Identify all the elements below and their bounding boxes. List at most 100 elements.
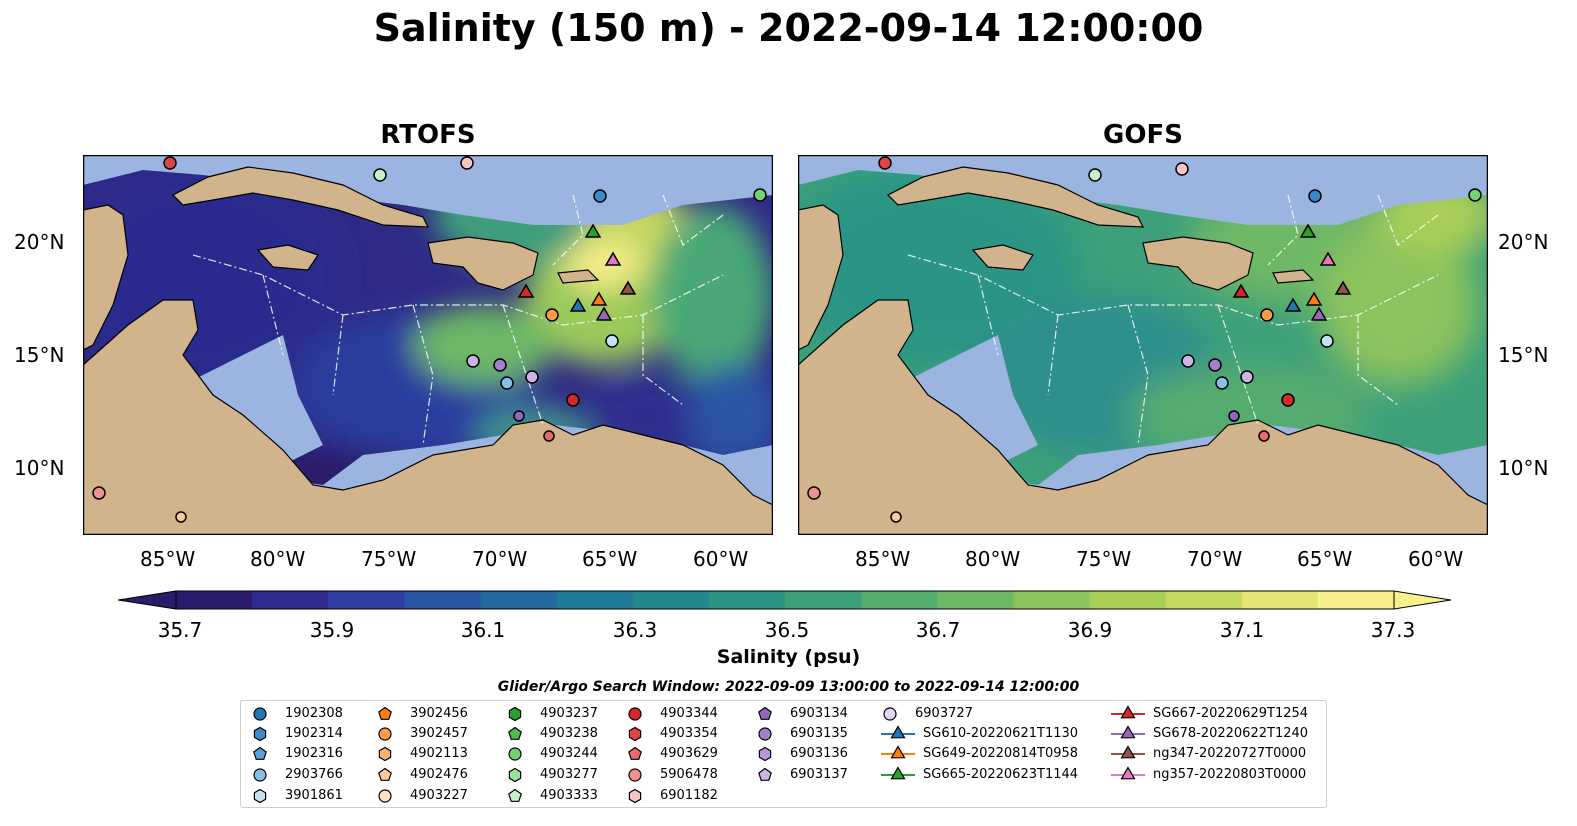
triangle-marker-icon [881, 725, 915, 747]
circle-marker-icon [376, 787, 394, 809]
colorbar-bin [252, 591, 329, 609]
triangle-marker-icon [881, 745, 915, 767]
colorbar-label: Salinity (psu) [716, 646, 861, 668]
legend-label: 3902457 [410, 726, 468, 741]
circle-marker-icon [881, 705, 899, 727]
colorbar-bin [404, 591, 482, 609]
legend-label: 4903333 [540, 788, 598, 803]
colorbar-bin [1317, 591, 1395, 609]
lon-tick-label: 65°W [582, 547, 638, 571]
lat-tick-label: 20°N [14, 230, 65, 254]
pentagon-marker-icon [506, 787, 524, 809]
pentagon-marker-icon [251, 745, 269, 767]
legend-label: ng347-20220727T0000 [1153, 746, 1307, 761]
legend-label: 6903137 [790, 767, 848, 782]
colorbar-bin [937, 591, 1014, 609]
colorbar-tick-label: 37.1 [1219, 618, 1265, 642]
legend-label: SG649-20220814T0958 [923, 746, 1079, 761]
colorbar-bin [556, 591, 634, 609]
triangle-marker-icon [1111, 766, 1145, 788]
legend-title: Glider/Argo Search Window: 2022-09-09 13… [497, 679, 1080, 695]
colorbar-bin [1165, 591, 1243, 609]
legend-label: 4903344 [660, 706, 718, 721]
colorbar-bin [1013, 591, 1091, 609]
colorbar-bin [632, 591, 710, 609]
lon-tick-label: 75°W [361, 547, 417, 571]
legend-label: 4903244 [540, 746, 598, 761]
map-panel-gofs [797, 154, 1489, 536]
circle-marker-icon [376, 725, 394, 747]
circle-marker-icon [626, 766, 644, 788]
legend-label: 6903134 [790, 706, 848, 721]
lon-tick-label: 80°W [250, 547, 306, 571]
legend: 1902308 1902314 1902316 2903766 3901861 39024… [240, 700, 1327, 808]
lon-tick-label: 75°W [1076, 547, 1132, 571]
lon-tick-label: 70°W [472, 547, 528, 571]
hexagon-marker-icon [506, 705, 524, 727]
legend-label: 6901182 [660, 788, 718, 803]
colorbar-tick-label: 35.7 [157, 618, 203, 642]
lat-tick-label: 15°N [1498, 343, 1549, 367]
legend-label: 6903136 [790, 746, 848, 761]
pentagon-marker-icon [756, 705, 774, 727]
colorbar-tick-label: 36.3 [612, 618, 658, 642]
colorbar [117, 590, 1452, 610]
legend-label: 3901861 [285, 788, 343, 803]
legend-label: SG610-20220621T1130 [923, 726, 1079, 741]
hexagon-marker-icon [506, 766, 524, 788]
circle-marker-icon [251, 705, 269, 727]
circle-marker-icon [506, 745, 524, 767]
legend-label: ng357-20220803T0000 [1153, 767, 1307, 782]
colorbar-bin [785, 591, 862, 609]
legend-label: 4902476 [410, 767, 468, 782]
figure-title: Salinity (150 m) - 2022-09-14 12:00:00 [373, 6, 1204, 50]
colorbar-tick-label: 36.7 [915, 618, 961, 642]
legend-label: 1902316 [285, 746, 343, 761]
legend-label: 2903766 [285, 767, 343, 782]
colorbar-bin [1241, 591, 1319, 609]
legend-label: 6903135 [790, 726, 848, 741]
lat-tick-label: 10°N [1498, 456, 1549, 480]
panel-title-gofs: GOFS [1103, 120, 1183, 150]
legend-label: SG665-20220623T1144 [923, 767, 1079, 782]
hexagon-marker-icon [626, 787, 644, 809]
hexagon-marker-icon [251, 787, 269, 809]
hexagon-marker-icon [756, 745, 774, 767]
pentagon-marker-icon [506, 725, 524, 747]
colorbar-bin [176, 591, 253, 609]
legend-label: 3902456 [410, 706, 468, 721]
colorbar-bin [480, 591, 558, 609]
pentagon-marker-icon [626, 745, 644, 767]
legend-label: 5906478 [660, 767, 718, 782]
colorbar-extend-low [117, 590, 177, 610]
legend-label: 4903227 [410, 788, 468, 803]
legend-label: 4903277 [540, 767, 598, 782]
colorbar-bin [861, 591, 938, 609]
lon-tick-label: 65°W [1297, 547, 1353, 571]
panel-title-rtofs: RTOFS [380, 120, 476, 150]
map-panel-rtofs [82, 154, 774, 536]
legend-label: SG678-20220622T1240 [1153, 726, 1309, 741]
triangle-marker-icon [1111, 705, 1145, 727]
triangle-marker-icon [881, 766, 915, 788]
lon-tick-label: 70°W [1187, 547, 1243, 571]
legend-label: 1902308 [285, 706, 343, 721]
lon-tick-label: 85°W [140, 547, 196, 571]
lat-tick-label: 10°N [14, 456, 65, 480]
circle-marker-icon [756, 725, 774, 747]
legend-label: SG667-20220629T1254 [1153, 706, 1309, 721]
lon-tick-label: 60°W [693, 547, 749, 571]
legend-label: 4903629 [660, 746, 718, 761]
triangle-marker-icon [1111, 725, 1145, 747]
colorbar-tick-label: 36.5 [764, 618, 810, 642]
lon-tick-label: 60°W [1408, 547, 1464, 571]
circle-marker-icon [251, 766, 269, 788]
legend-label: 1902314 [285, 726, 343, 741]
colorbar-bin [708, 591, 786, 609]
lat-tick-label: 15°N [14, 343, 65, 367]
lon-tick-label: 85°W [855, 547, 911, 571]
legend-label: 4903354 [660, 726, 718, 741]
hexagon-marker-icon [251, 725, 269, 747]
colorbar-tick-label: 36.1 [460, 618, 506, 642]
hexagon-marker-icon [376, 745, 394, 767]
